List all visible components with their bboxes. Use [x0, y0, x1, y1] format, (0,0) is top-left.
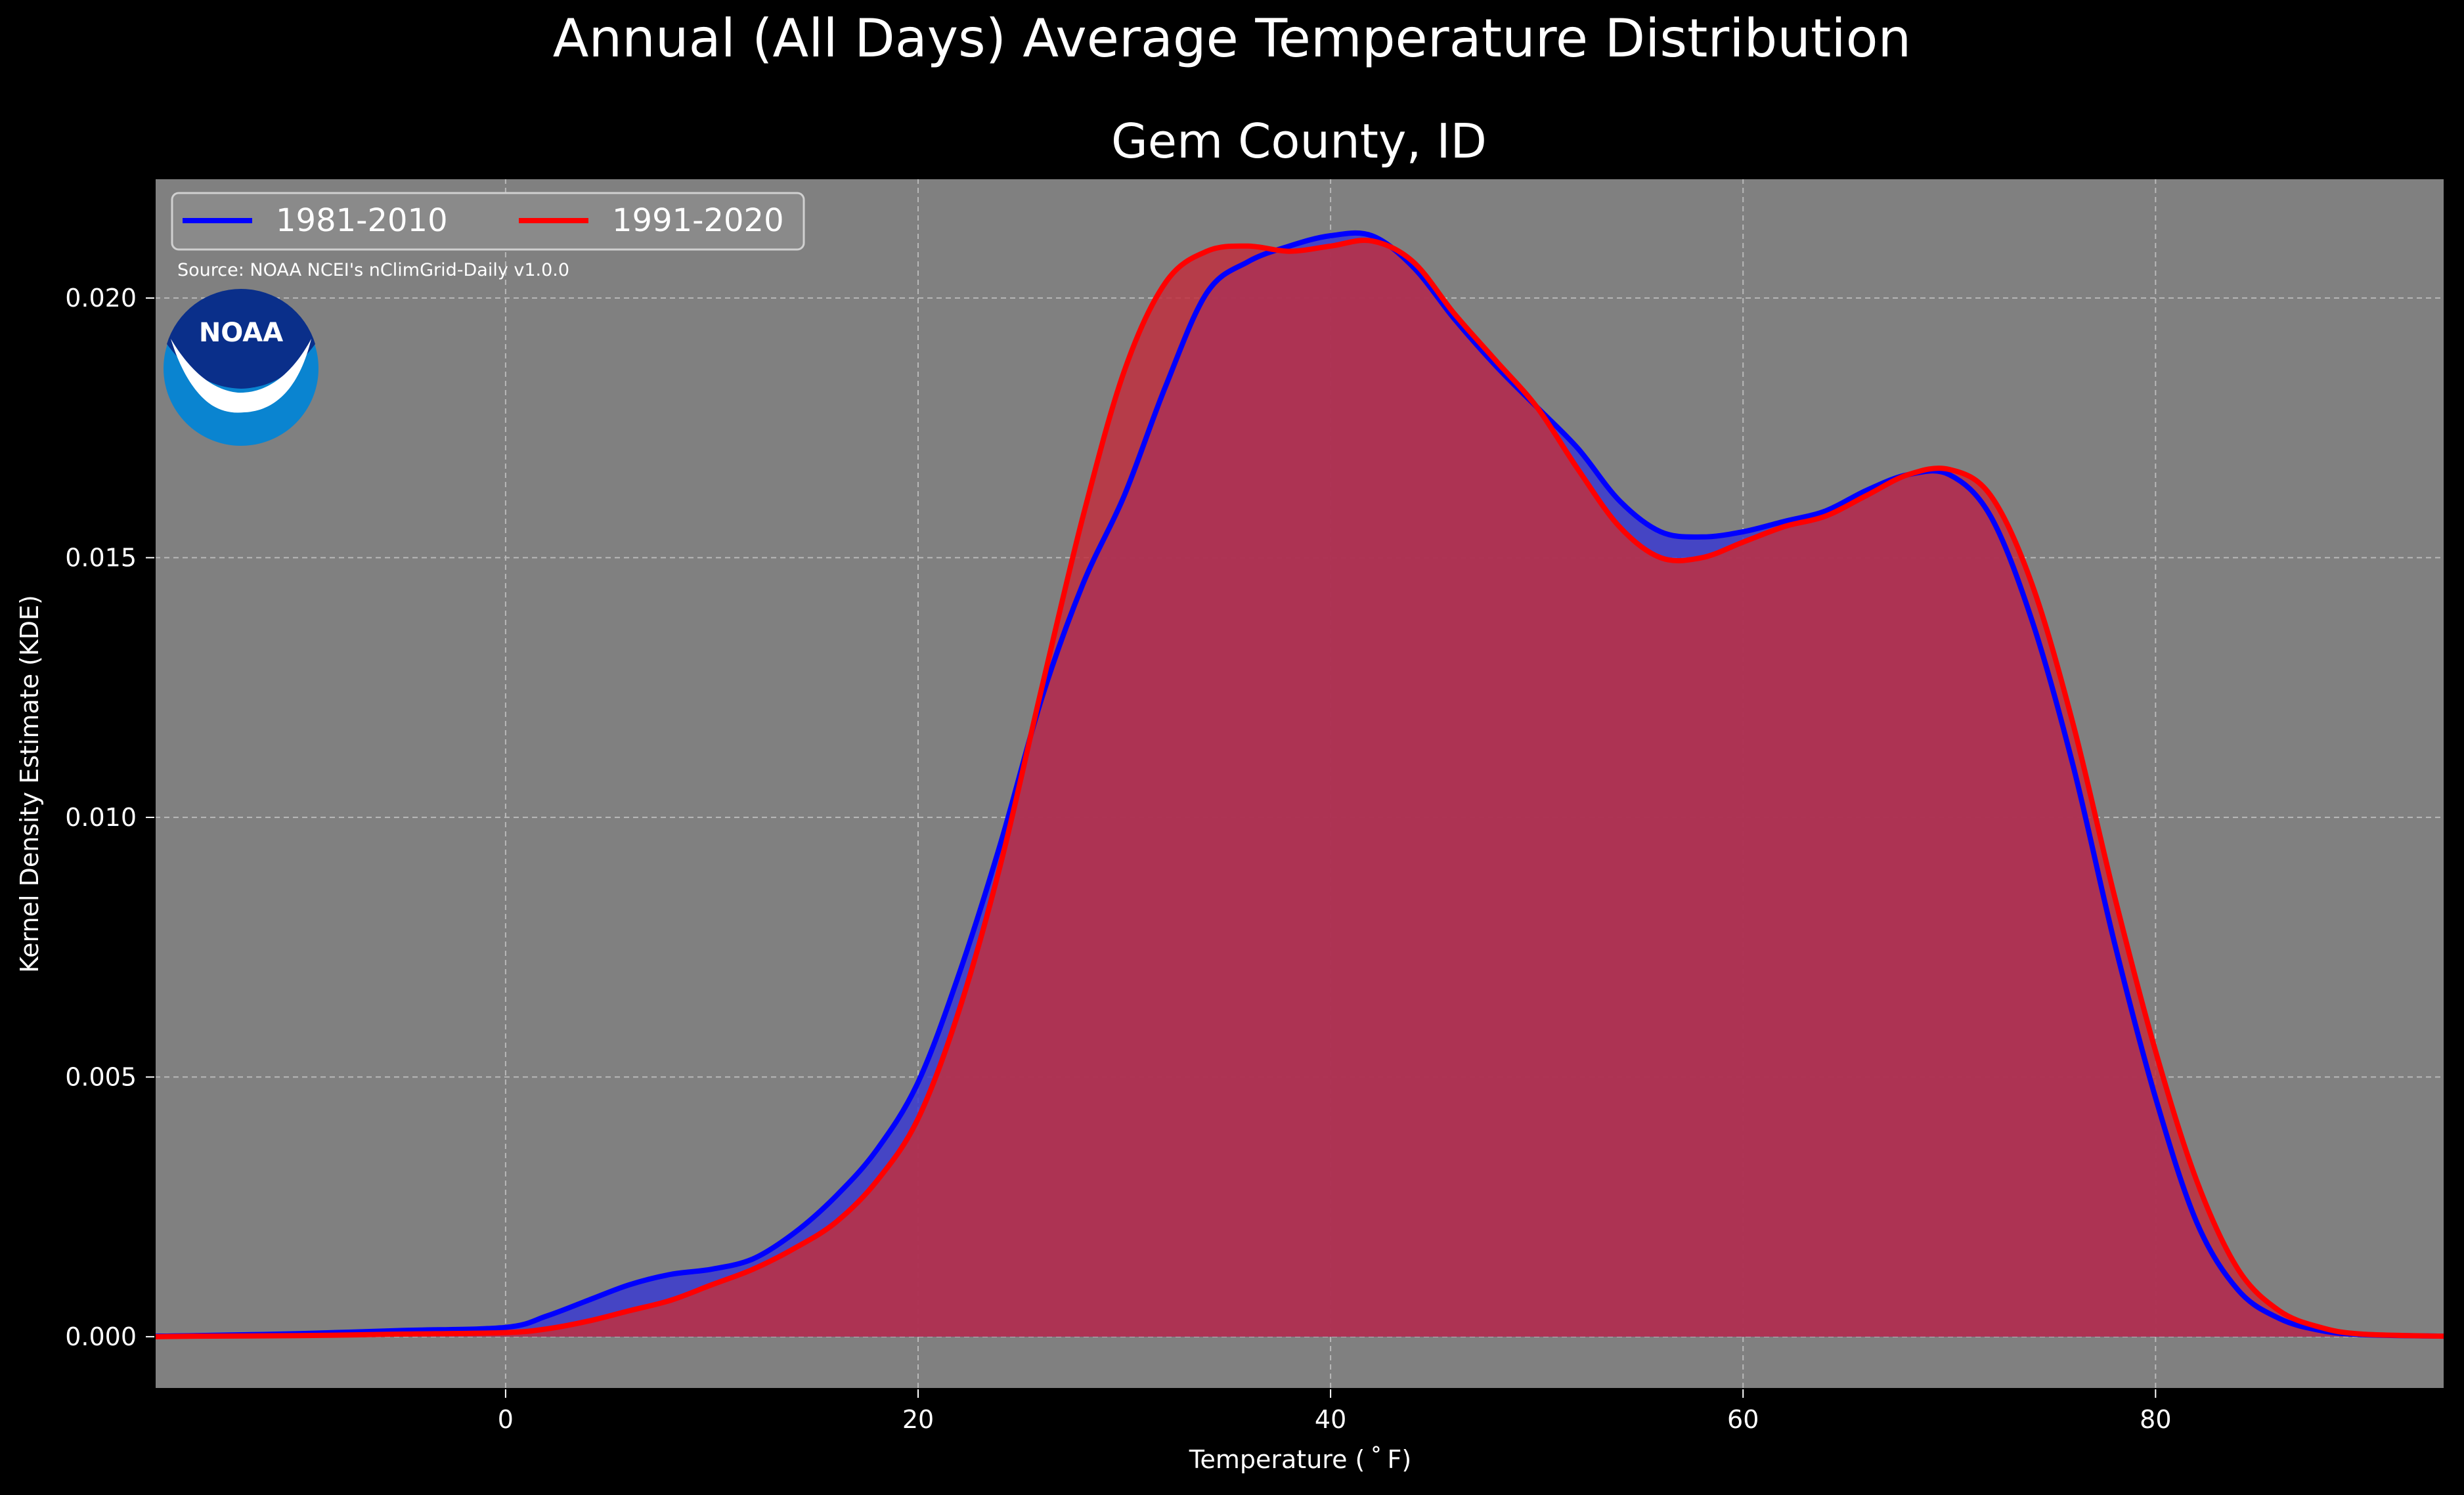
x-tick-label: 20 [902, 1405, 934, 1434]
x-tick-label: 0 [498, 1405, 514, 1434]
legend-label-1981-2010: 1981-2010 [276, 202, 448, 239]
y-axis-ticks: 0.000 0.005 0.010 0.015 0.020 [65, 284, 155, 1351]
series-fills [155, 232, 2444, 1337]
series-line-1991-2020 [154, 238, 2445, 1339]
legend-label-1991-2020: 1991-2020 [612, 202, 784, 239]
plot-frame [154, 178, 2445, 1389]
noaa-logo-sky [167, 288, 315, 389]
noaa-logo-text: NOAA [199, 318, 283, 348]
legend-frame [171, 192, 805, 251]
y-tick-label: 0.020 [65, 284, 137, 313]
noaa-logo: NOAA [164, 288, 319, 446]
series-lines [154, 230, 2445, 1339]
x-axis-label: Temperature ( ˚ F) [1189, 1445, 1411, 1474]
legend: 1981-2010 1991-2020 [171, 192, 805, 251]
source-annotation: Source: NOAA NCEI's nClimGrid-Daily v1.0… [177, 260, 569, 280]
noaa-logo-gull-tail [217, 385, 276, 408]
y-axis-label: Kernel Density Estimate (KDE) [15, 595, 44, 973]
y-tick-label: 0.010 [65, 803, 137, 832]
y-tick-label: 0.005 [65, 1062, 137, 1091]
series-line-1981-2010 [154, 230, 2445, 1339]
y-tick-label: 0.015 [65, 543, 137, 572]
x-tick-label: 80 [2140, 1405, 2171, 1434]
x-axis-ticks: 0 20 40 60 80 [498, 1389, 2172, 1434]
figure-suptitle: Annual (All Days) Average Temperature Di… [553, 8, 1911, 69]
noaa-logo-gull [171, 339, 311, 413]
series-area-1991-2020 [155, 240, 2444, 1337]
chart-title: Gem County, ID [1111, 114, 1487, 169]
y-tick-label: 0.000 [65, 1322, 137, 1351]
x-tick-label: 60 [1727, 1405, 1759, 1434]
x-tick-label: 40 [1315, 1405, 1346, 1434]
